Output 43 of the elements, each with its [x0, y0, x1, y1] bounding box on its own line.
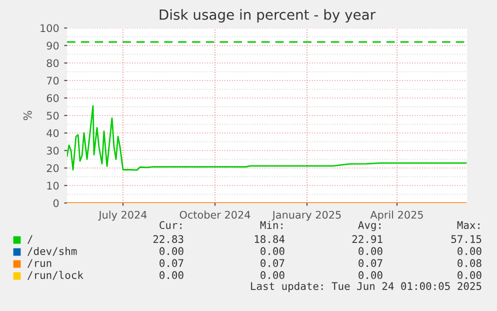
legend-label: /: [28, 235, 32, 244]
y-tick-label: 40: [46, 129, 59, 138]
text: 22.83: [153, 235, 184, 244]
text: 0.07: [260, 259, 284, 268]
text: 0.00: [160, 271, 184, 280]
y-tick-label: 60: [46, 94, 59, 102]
text: 0.08: [458, 259, 482, 268]
text: 0.00: [160, 247, 184, 256]
y-tick-label: 0: [53, 199, 59, 208]
y-tick-label: 50: [46, 112, 59, 120]
y-tick-label: 80: [46, 59, 59, 68]
text: Min:: [260, 220, 282, 229]
y-tick-label: 70: [46, 76, 59, 85]
line-series: [67, 105, 467, 171]
text: 18.84: [254, 235, 285, 244]
text: 22.91: [352, 235, 382, 244]
y-tick-label: 10: [47, 182, 59, 190]
y-tick-label: 20: [46, 164, 59, 172]
x-tick-label: January 2025: [272, 210, 341, 221]
x-tick-label: July 2024: [98, 210, 147, 221]
legend-label: /run/lock: [28, 270, 84, 280]
text: 0.00: [358, 271, 382, 280]
legend-label: /run: [28, 259, 52, 268]
text: 0.00: [458, 271, 482, 280]
text: Cur:: [160, 221, 182, 230]
text: 0.00: [260, 271, 284, 280]
text: 0.07: [160, 259, 184, 268]
text: 0.00: [260, 247, 284, 256]
text: Last update: Tue Jun 24 01:00:05 2025: [251, 282, 482, 292]
legend-label: /dev/shm: [28, 246, 77, 256]
y-tick-label: 100: [40, 24, 59, 32]
text: Max:: [457, 221, 480, 230]
text: 57.15: [451, 235, 482, 244]
chart-title: Disk usage in percent - by year: [160, 9, 376, 23]
text: 0.00: [358, 247, 382, 256]
y-tick-label: 30: [46, 146, 59, 155]
y-tick-label: 90: [46, 42, 59, 50]
text: 0.00: [458, 247, 482, 256]
x-tick-label: October 2024: [180, 210, 250, 219]
y-axis-title: %: [23, 110, 32, 120]
text: Avg:: [358, 221, 380, 232]
x-tick-label: April 2025: [370, 210, 423, 221]
text: 0.07: [358, 259, 382, 268]
